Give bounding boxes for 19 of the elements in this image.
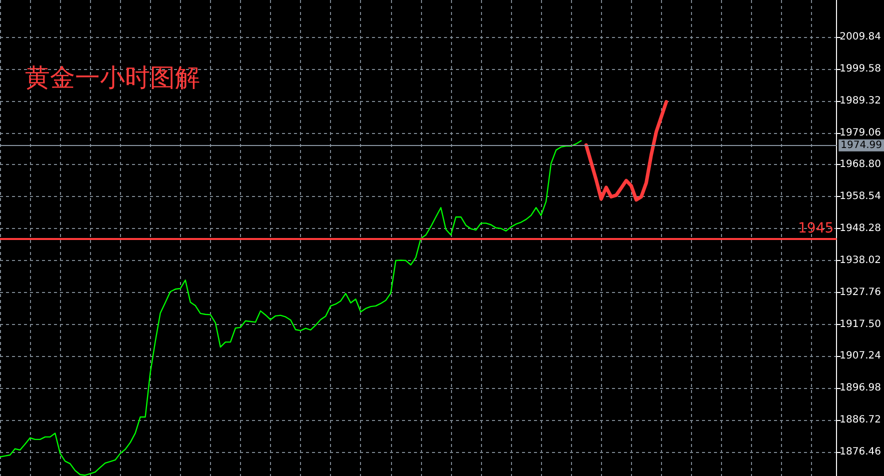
y-tick-label: 2009.84 xyxy=(840,31,882,42)
y-tick-label: 1958.54 xyxy=(840,191,882,202)
y-tick-label: 1907.24 xyxy=(840,350,882,362)
y-tick-label: 1927.76 xyxy=(840,286,882,298)
y-tick-label: 1886.72 xyxy=(840,414,882,426)
y-tick-label: 1979.06 xyxy=(840,127,882,138)
line-series xyxy=(584,100,668,202)
y-tick-label: 1917.50 xyxy=(840,318,882,330)
y-tick-label: 1876.46 xyxy=(840,446,882,458)
y-tick-label: 1896.98 xyxy=(840,382,882,394)
y-tick-label: 1948.28 xyxy=(840,223,882,234)
ref-line-label: 1945 xyxy=(798,220,834,237)
ref-line-label: 1974.99 xyxy=(840,140,882,151)
y-tick-label: 1989.32 xyxy=(840,95,882,106)
line-series xyxy=(0,140,582,476)
y-tick-label: 1999.58 xyxy=(840,63,882,74)
text: 黄金一小时图解 xyxy=(25,63,200,92)
y-tick-label: 1938.02 xyxy=(840,254,882,266)
y-tick-label: 1968.80 xyxy=(840,159,882,170)
